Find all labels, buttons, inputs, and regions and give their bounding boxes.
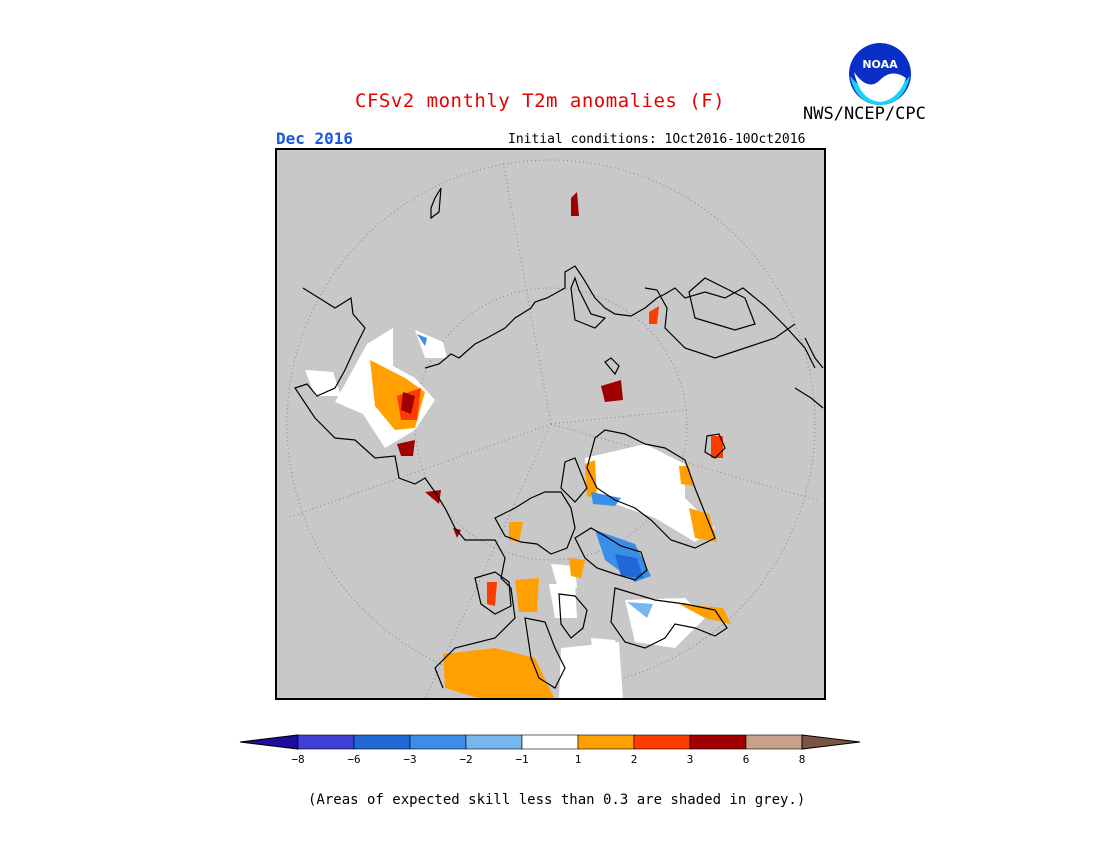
skill-footnote: (Areas of expected skill less than 0.3 a…	[308, 792, 806, 808]
colorbar-swatch	[239, 734, 299, 750]
anomaly-patches	[305, 192, 731, 700]
colorbar-swatch	[633, 734, 691, 750]
logo-text: NOAA	[862, 58, 898, 71]
polar-map	[275, 148, 826, 701]
chart-title: CFSv2 monthly T2m anomalies (F)	[355, 90, 726, 112]
target-period: Dec 2016	[276, 129, 354, 148]
coastlines	[294, 187, 824, 689]
noaa-logo: NOAA	[848, 42, 912, 106]
colorbar-tick-label: −8	[291, 753, 304, 766]
colorbar-labels: −8 −6 −3 −2 −1 1 2 3 6 8	[291, 753, 805, 766]
colorbar-tick-label: 8	[799, 753, 806, 766]
colorbar-swatch	[745, 734, 803, 750]
colorbar-tick-label: −1	[515, 753, 528, 766]
colorbar-tick-label: −3	[403, 753, 416, 766]
colorbar: −8 −6 −3 −2 −1 1 2 3 6 8	[238, 730, 862, 780]
colorbar-tick-label: 2	[631, 753, 638, 766]
map-frame	[275, 148, 826, 700]
agency-label: NWS/NCEP/CPC	[803, 104, 926, 124]
colorbar-swatch	[297, 734, 355, 750]
colorbar-swatches	[239, 734, 861, 750]
initial-conditions: Initial conditions: 1Oct2016-10Oct2016	[508, 132, 806, 147]
colorbar-swatch	[409, 734, 467, 750]
colorbar-swatch	[353, 734, 411, 750]
colorbar-swatch	[521, 734, 579, 750]
colorbar-tick-label: 1	[575, 753, 582, 766]
colorbar-tick-label: −2	[459, 753, 472, 766]
colorbar-swatch	[689, 734, 747, 750]
colorbar-swatch	[465, 734, 523, 750]
colorbar-tick-label: 3	[687, 753, 694, 766]
colorbar-tick-label: −6	[347, 753, 360, 766]
colorbar-swatch	[577, 734, 635, 750]
colorbar-swatch	[801, 734, 861, 750]
colorbar-tick-label: 6	[743, 753, 750, 766]
